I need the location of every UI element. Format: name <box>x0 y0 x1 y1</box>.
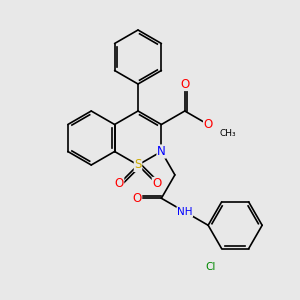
Text: O: O <box>203 118 213 131</box>
Text: N: N <box>157 145 166 158</box>
Text: O: O <box>115 177 124 190</box>
Text: Cl: Cl <box>206 262 216 272</box>
Text: O: O <box>152 177 161 190</box>
Text: S: S <box>134 158 142 172</box>
Text: NH: NH <box>177 207 193 217</box>
Text: O: O <box>180 77 189 91</box>
Text: CH₃: CH₃ <box>219 129 236 138</box>
Text: O: O <box>133 192 142 205</box>
